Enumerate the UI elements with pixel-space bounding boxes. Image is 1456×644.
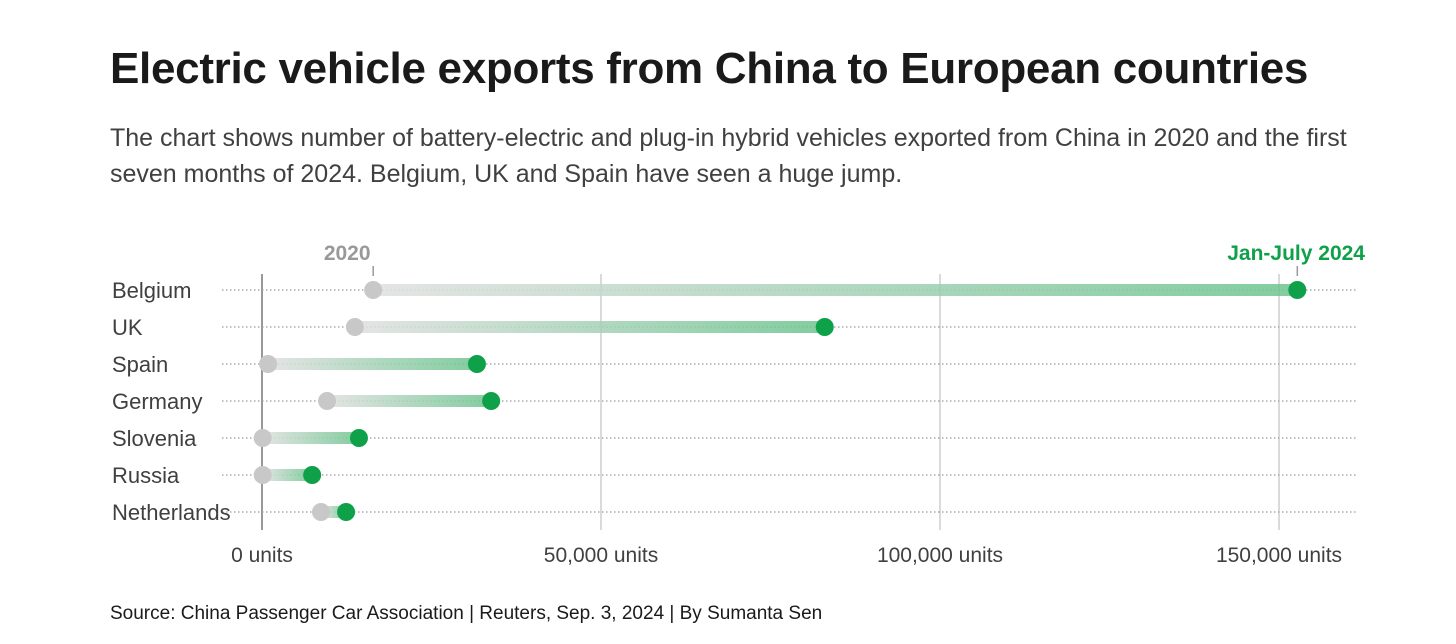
x-tick-label: 50,000 units: [544, 544, 658, 567]
dot-2020: [259, 355, 278, 373]
dot-2024: [482, 392, 501, 410]
chart-subtitle: The chart shows number of battery-electr…: [110, 124, 1347, 188]
x-tick-label: 150,000 units: [1216, 544, 1342, 567]
x-tick-label: 0 units: [231, 544, 293, 567]
range-bar: [373, 284, 1298, 296]
chart-title: Electric vehicle exports from China to E…: [110, 44, 1309, 93]
dot-2020: [253, 429, 272, 447]
dot-2020: [253, 466, 272, 484]
dot-2020: [311, 503, 330, 521]
category-label: Netherlands: [112, 500, 231, 525]
dot-2024: [337, 503, 356, 521]
category-label: Slovenia: [112, 426, 197, 451]
dot-2020: [364, 281, 383, 299]
category-label: UK: [112, 315, 143, 340]
dot-2024: [815, 318, 834, 336]
series-label-2024: Jan-July 2024: [1227, 242, 1365, 265]
dot-2020: [318, 392, 337, 410]
source-note: Source: China Passenger Car Association …: [110, 603, 823, 624]
dot-2024: [467, 355, 486, 373]
dot-2024: [1288, 281, 1307, 299]
series-label-2020: 2020: [324, 242, 371, 265]
dot-2024: [303, 466, 322, 484]
range-bar: [268, 358, 477, 370]
range-bar: [327, 395, 492, 407]
range-bar: [262, 432, 359, 444]
category-label: Belgium: [112, 278, 191, 303]
range-bar: [262, 469, 313, 481]
category-label: Germany: [112, 389, 202, 414]
dot-2020: [345, 318, 364, 336]
range-bar: [354, 321, 825, 333]
category-label: Spain: [112, 352, 168, 377]
x-tick-label: 100,000 units: [877, 544, 1003, 567]
category-label: Russia: [112, 463, 180, 488]
dot-2024: [349, 429, 368, 447]
